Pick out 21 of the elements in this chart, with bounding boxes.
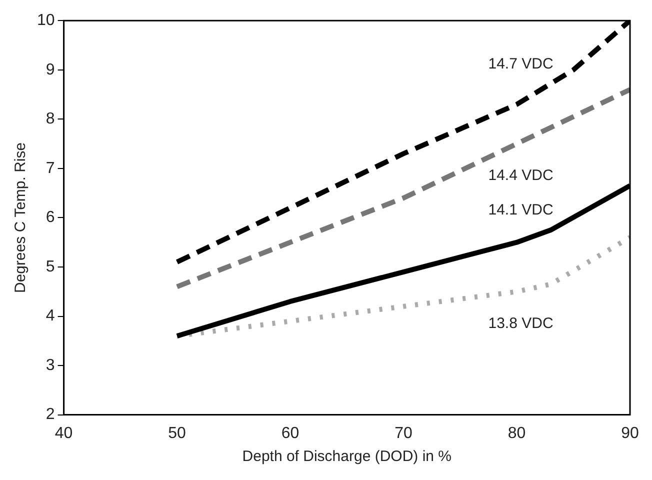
y-tick-label: 2 bbox=[46, 406, 55, 424]
y-tick-label: 3 bbox=[46, 356, 55, 374]
series-label: 14.7 VDC bbox=[488, 56, 554, 73]
y-tick-label: 9 bbox=[46, 61, 55, 78]
series-label: 13.8 VDC bbox=[488, 314, 554, 332]
x-tick-label: 80 bbox=[508, 424, 526, 442]
y-tick-label: 6 bbox=[46, 209, 55, 226]
x-tick-label: 50 bbox=[168, 424, 186, 442]
y-tick-label: 7 bbox=[46, 160, 55, 177]
x-tick-label: 70 bbox=[394, 424, 413, 442]
y-tick-label: 4 bbox=[46, 308, 55, 325]
x-tick-label: 60 bbox=[281, 424, 300, 442]
y-tick-label: 5 bbox=[46, 258, 55, 276]
x-tick-label: 90 bbox=[621, 424, 639, 442]
series-label: 14.4 VDC bbox=[488, 166, 554, 184]
x-tick-label: 40 bbox=[54, 424, 73, 442]
y-tick-label: 8 bbox=[46, 110, 55, 128]
y-tick-label: 10 bbox=[37, 12, 55, 30]
series-label: 14.1 VDC bbox=[488, 201, 554, 218]
y-axis-title: Degrees C Temp. Rise bbox=[12, 142, 30, 294]
x-axis-title: Depth of Discharge (DOD) in % bbox=[242, 448, 452, 466]
